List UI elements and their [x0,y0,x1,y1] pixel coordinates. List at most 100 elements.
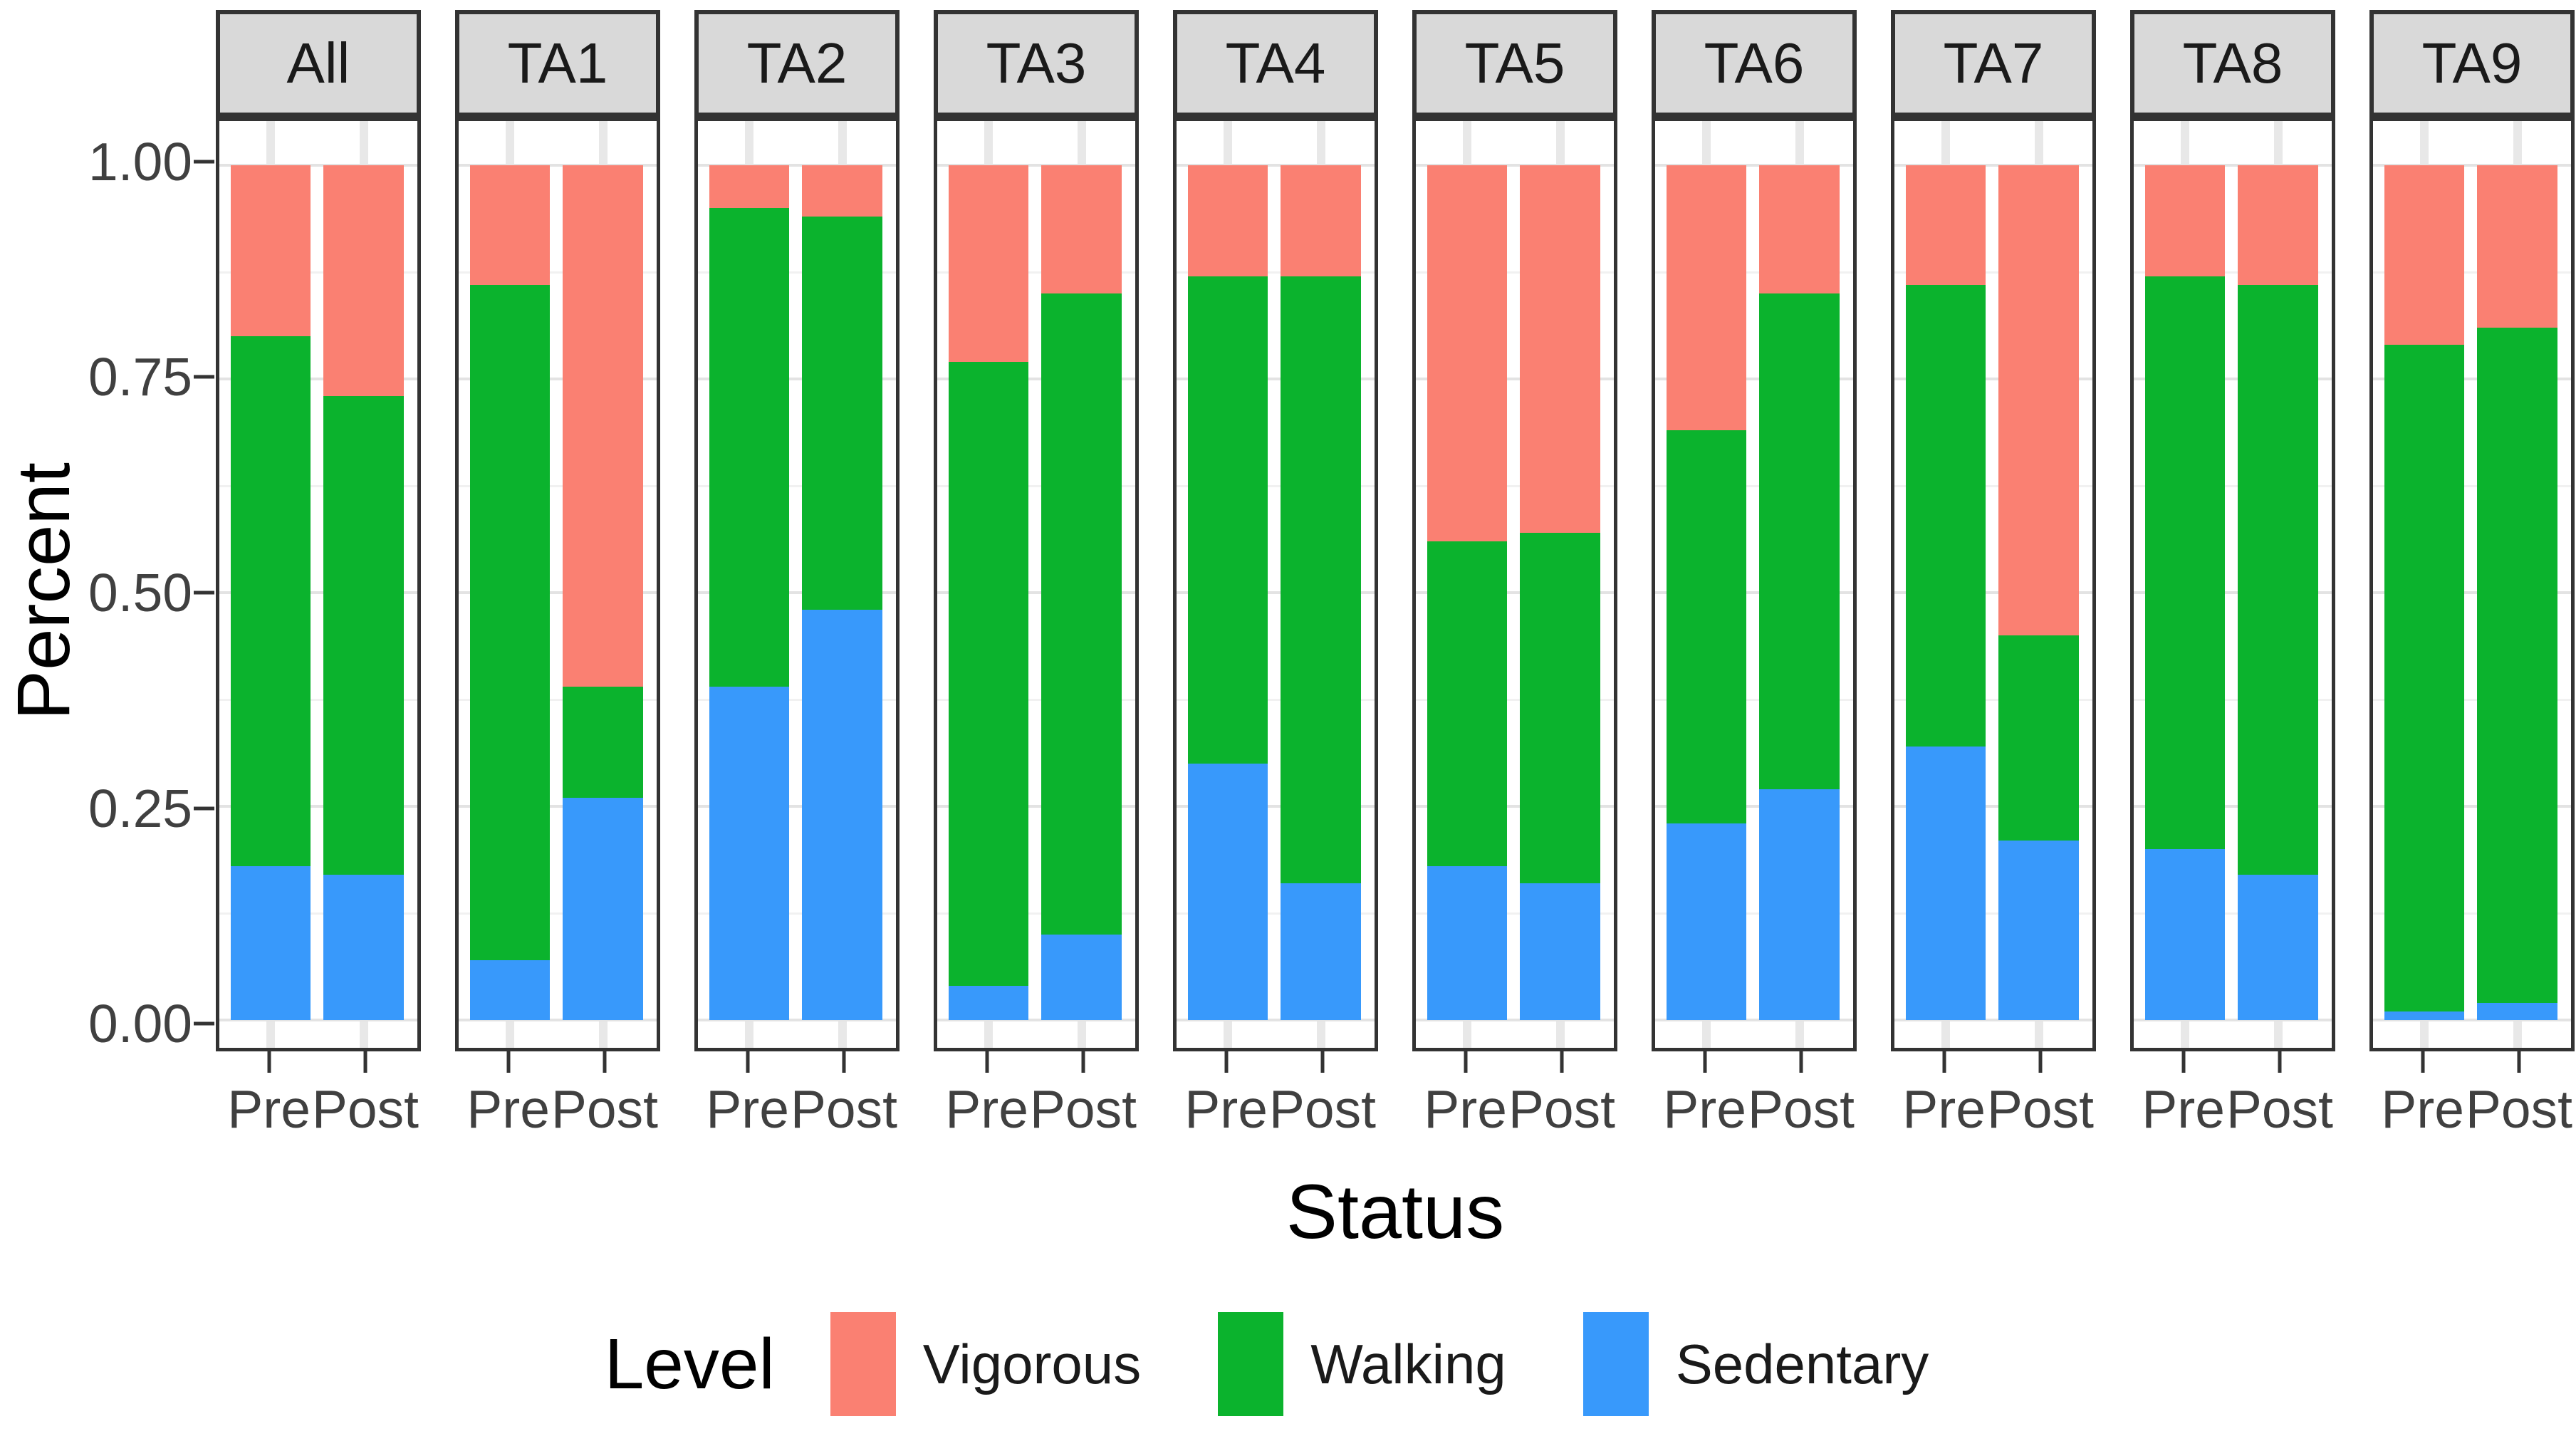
y-gridline-minor [219,912,417,915]
facet-panel [455,117,660,1051]
x-tick-mark [506,1051,511,1073]
y-gridline-minor [1177,699,1375,702]
y-gridline-major [1177,805,1375,808]
x-tick-mark [1560,1051,1564,1073]
legend-title: Level [604,1323,775,1404]
y-gridline-major [1177,1019,1375,1022]
y-gridline-minor [1416,485,1614,488]
legend-key-swatch [830,1312,896,1416]
y-axis-title: Percent [2,462,85,720]
y-gridline-minor [1655,271,1853,274]
y-gridline-major [219,378,417,381]
y-gridline-major [698,164,896,167]
facet-x-axis: Pre Post [694,1051,899,1151]
segment-walking [1759,293,1840,790]
y-gridline-major [219,164,417,167]
legend-item-walking: Walking [1218,1312,1506,1416]
y-gridline-minor [698,699,896,702]
y-gridline-major [2134,378,2332,381]
facet-x-axis: Pre Post [1652,1051,1857,1151]
segment-vigorous [469,165,551,286]
y-gridline-minor [2373,912,2571,915]
segment-sedentary [2238,875,2319,1021]
y-gridline-major [2134,805,2332,808]
x-tick-label: Post [2465,1079,2572,1139]
segment-walking [1281,276,1362,884]
segment-vigorous [2238,165,2319,286]
x-tick-mark [1799,1051,1803,1073]
y-gridline-major [2134,164,2332,167]
segment-sedentary [230,866,311,1021]
y-gridline-minor [459,699,657,702]
stacked-bar-pre [1187,165,1268,1021]
segment-walking [1520,533,1601,884]
segment-vigorous [1187,165,1268,277]
stacked-bar-pre [2144,165,2226,1021]
legend-item-vigorous: Vigorous [830,1312,1141,1416]
y-gridline-minor [937,912,1135,915]
y-gridline-minor [698,912,896,915]
facet-x-axis: Pre Post [1891,1051,2096,1151]
facet-ta5: TA5 Pre Post [1412,10,1617,1151]
x-tick-label: Post [551,1079,658,1139]
stacked-bar-post [1520,165,1601,1021]
y-gridline-major [459,591,657,595]
segment-sedentary [323,875,405,1021]
segment-sedentary [1759,789,1840,1021]
y-gridline-major [459,164,657,167]
stacked-bar-pre [1905,165,1986,1021]
stacked-bar-post [2238,165,2319,1021]
facet-panel [1412,117,1617,1051]
stacked-bar-post [1759,165,1840,1021]
y-gridline-minor [2134,485,2332,488]
facet-ta6: TA6 Pre Post [1652,10,1857,1151]
y-gridline-major [1416,164,1614,167]
segment-walking [1041,293,1122,935]
x-tick-label: Post [1747,1079,1855,1139]
segment-walking [469,285,551,961]
segment-sedentary [948,986,1029,1021]
y-gridline-major [1894,591,2092,595]
y-gridline-minor [2134,699,2332,702]
y-gridline-major [937,378,1135,381]
segment-vigorous [563,165,644,687]
x-tick-label: Post [1986,1079,2094,1139]
segment-sedentary [1520,883,1601,1021]
x-axis-title: Status [1286,1168,1505,1254]
legend-label: Walking [1310,1332,1506,1395]
facet-x-axis: Pre Post [934,1051,1139,1151]
facet-panel [1173,117,1378,1051]
segment-vigorous [1427,165,1508,542]
y-gridline-major [1416,805,1614,808]
legend-label: Sedentary [1675,1332,1929,1395]
segment-sedentary [563,798,644,1021]
facet-all: All Pre Post [216,10,421,1151]
segment-walking [1998,635,2080,841]
y-tick-mark [194,160,214,164]
y-tick-label: 0.75 [88,347,192,407]
y-gridline-major [219,805,417,808]
y-gridline-minor [1416,699,1614,702]
y-gridline-minor [1177,485,1375,488]
y-tick-mark [194,375,214,379]
segment-sedentary [2384,1011,2465,1021]
segment-walking [1905,285,1986,747]
x-tick-mark [1703,1051,1707,1073]
y-gridline-major [1177,591,1375,595]
y-gridline-minor [1894,699,2092,702]
y-gridline-minor [2373,271,2571,274]
y-gridline-major [1655,805,1853,808]
segment-vigorous [1666,165,1747,431]
x-tick-mark [1942,1051,1946,1073]
segment-walking [709,208,790,687]
segment-sedentary [1041,935,1122,1021]
legend-key-swatch [1218,1312,1284,1416]
segment-sedentary [2144,849,2226,1021]
y-gridline-major [2134,1019,2332,1022]
y-gridline-major [2373,378,2571,381]
segment-sedentary [709,687,790,1021]
x-tick-label: Pre [2142,1079,2225,1139]
x-tick-mark [842,1051,846,1073]
x-tick-mark [363,1051,367,1073]
stacked-bar-post [1998,165,2080,1021]
